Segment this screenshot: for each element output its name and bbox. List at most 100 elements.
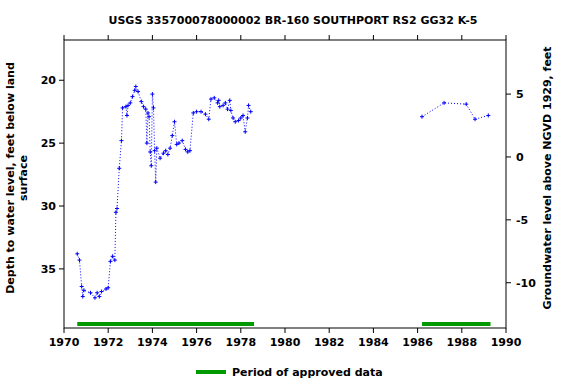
x-tick-label: 1986 (402, 336, 433, 349)
background (0, 0, 576, 384)
data-point (119, 139, 123, 143)
x-tick-label: 1972 (93, 336, 124, 349)
data-point (93, 296, 97, 300)
data-point (166, 152, 170, 156)
data-point (144, 107, 148, 111)
data-point (245, 116, 249, 120)
data-point (177, 141, 181, 145)
y2-axis-label: Groundwater level above NGVD 1929, feet (541, 46, 554, 309)
data-point (128, 101, 132, 105)
data-point (223, 101, 227, 105)
data-point (147, 115, 151, 119)
data-point (243, 130, 247, 134)
data-point (149, 164, 153, 168)
x-tick (240, 328, 241, 333)
approved-period (422, 322, 491, 326)
x-tick-label: 1970 (49, 336, 80, 349)
data-point (155, 146, 159, 150)
chart: USGS 335700078000002 BR-160 SOUTHPORT RS… (0, 0, 576, 384)
data-point (145, 141, 149, 145)
y2-tick (506, 282, 511, 283)
data-point (134, 85, 138, 89)
data-point (464, 102, 468, 106)
plot-area (75, 85, 490, 324)
data-line (422, 103, 488, 119)
data-point (80, 284, 84, 288)
x-tick (373, 35, 374, 40)
data-point (117, 166, 121, 170)
data-point (228, 98, 232, 102)
x-tick (506, 328, 507, 333)
data-point (247, 103, 251, 107)
data-point (136, 90, 140, 94)
data-point (212, 96, 216, 100)
data-point (97, 295, 101, 299)
y-tick-label: 30 (41, 200, 57, 213)
data-point (82, 288, 86, 292)
data-point (158, 156, 162, 160)
data-point (153, 149, 157, 153)
data-point (125, 113, 129, 117)
approved-period (77, 322, 254, 326)
y-tick-label: 35 (41, 263, 56, 276)
data-point (442, 101, 446, 105)
data-point (114, 210, 118, 214)
data-point (486, 113, 490, 117)
title: USGS 335700078000002 BR-160 SOUTHPORT RS… (109, 14, 478, 27)
y2-tick (506, 156, 511, 157)
data-point (229, 108, 233, 112)
legend-swatch (196, 370, 226, 374)
data-point (131, 95, 135, 99)
y-tick (59, 80, 64, 81)
data-point (113, 258, 117, 262)
data-point (173, 120, 177, 124)
y2-tick (506, 94, 511, 95)
x-tick (196, 328, 197, 333)
y-axis-label: surface (17, 155, 30, 201)
data-point (164, 149, 168, 153)
data-point (180, 139, 184, 143)
y-tick-label: 20 (41, 74, 57, 87)
data-point (199, 110, 203, 114)
data-point (195, 110, 199, 114)
x-tick (285, 35, 286, 40)
data-point (473, 117, 477, 121)
x-tick (64, 35, 65, 40)
x-tick (461, 328, 462, 333)
x-tick (329, 328, 330, 333)
x-tick (64, 328, 65, 333)
data-point (154, 180, 158, 184)
x-tick-label: 1982 (314, 336, 345, 349)
data-point (150, 92, 154, 96)
data-point (126, 103, 130, 107)
x-tick-label: 1976 (181, 336, 212, 349)
data-point (249, 110, 253, 114)
data-point (75, 252, 79, 256)
data-point (241, 113, 245, 117)
data-point (115, 207, 119, 211)
data-point (81, 295, 85, 299)
x-tick (417, 35, 418, 40)
data-point (142, 105, 146, 109)
data-line (77, 87, 250, 298)
legend-label: Period of approved data (232, 366, 383, 379)
y2-tick-label: 5 (516, 88, 524, 101)
data-point (152, 106, 156, 110)
y2-tick-label: 0 (516, 151, 524, 164)
y-axis-label: Depth to water level, feet below land (4, 62, 17, 294)
data-point (231, 116, 235, 120)
data-point (207, 117, 211, 121)
data-point (217, 98, 221, 102)
data-point (146, 111, 150, 115)
data-point (139, 100, 143, 104)
y2-tick (506, 219, 511, 220)
y-tick (59, 143, 64, 144)
data-point (161, 151, 165, 155)
data-point (148, 150, 152, 154)
x-tick (152, 328, 153, 333)
y2-tick-label: -10 (516, 277, 536, 290)
x-tick (506, 35, 507, 40)
data-point (170, 134, 174, 138)
data-point (168, 146, 172, 150)
plot-frame (64, 40, 506, 328)
